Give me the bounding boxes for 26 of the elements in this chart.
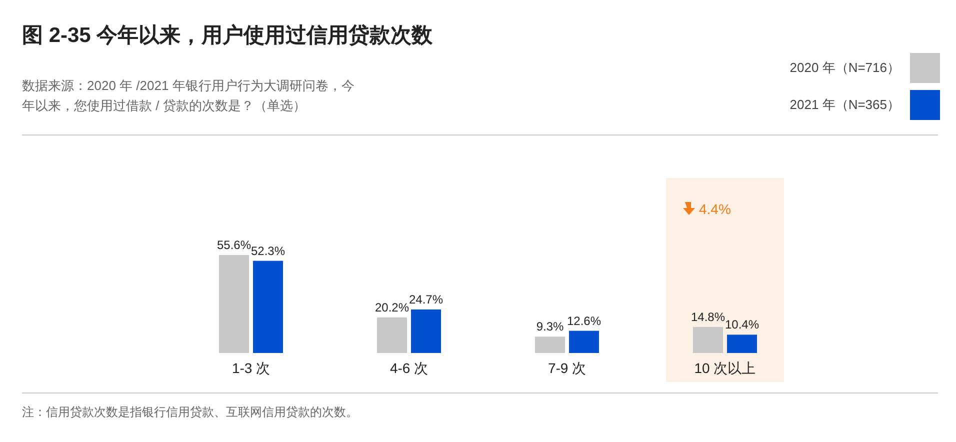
bar xyxy=(411,309,441,353)
data-label: 14.8% xyxy=(690,310,726,324)
bar xyxy=(693,326,723,353)
data-label: 55.6% xyxy=(216,238,252,252)
x-tick-label: 7-9 次 xyxy=(548,360,586,376)
bar xyxy=(535,336,565,353)
text: 4.4% xyxy=(699,201,731,217)
x-tick-label: 10 次以上 xyxy=(694,360,756,376)
data-label: 52.3% xyxy=(250,244,286,258)
data-label: 12.6% xyxy=(566,314,602,328)
data-label: 10.4% xyxy=(724,318,760,332)
legend-label: 2021 年（N=365） xyxy=(790,97,900,112)
data-label: 9.3% xyxy=(536,320,564,334)
x-tick-label: 4-6 次 xyxy=(390,360,428,376)
x-tick-label: 1-3 次 xyxy=(232,360,270,376)
chart-subtitle: 数据来源：2020 年 /2021 年银行用户行为大调研问卷，今年以来，您使用过借款 / 贷款的次数是？（单选） xyxy=(22,78,354,113)
text: 注：信用贷款次数是指银行信用贷款、互联网信用贷款的次数。 xyxy=(22,405,358,419)
bar xyxy=(219,255,249,353)
bar xyxy=(377,317,407,353)
data-label: 24.7% xyxy=(408,292,444,306)
bar xyxy=(727,334,757,353)
data-label: 20.2% xyxy=(374,300,410,314)
bar xyxy=(569,330,599,353)
chart-title: 图 2-35 今年以来，用户使用过信用贷款次数 xyxy=(22,23,434,47)
bar xyxy=(253,260,283,353)
legend-label: 2020 年（N=716） xyxy=(790,60,900,75)
